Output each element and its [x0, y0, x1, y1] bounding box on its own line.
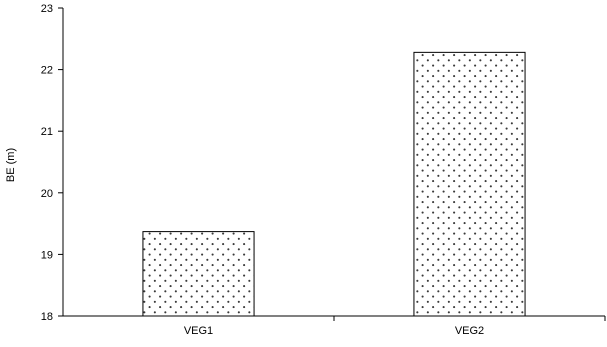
y-tick-label: 23	[41, 3, 53, 15]
x-axis-ticks: VEG1 VEG2	[184, 316, 606, 337]
bar-veg1	[142, 231, 255, 317]
x-category-label: VEG1	[184, 325, 213, 337]
bar-veg2	[413, 51, 526, 317]
y-tick-label: 22	[41, 65, 53, 77]
y-tick-label: 21	[41, 126, 53, 138]
y-axis-ticks: 18 19 20 21 22 23	[41, 3, 63, 323]
y-tick-label: 20	[41, 188, 53, 200]
y-tick-label: 19	[41, 249, 53, 261]
y-tick-label: 18	[41, 311, 53, 323]
bars-layer	[142, 51, 526, 317]
x-category-label: VEG2	[455, 325, 484, 337]
y-axis-title: BE (m)	[5, 148, 17, 182]
